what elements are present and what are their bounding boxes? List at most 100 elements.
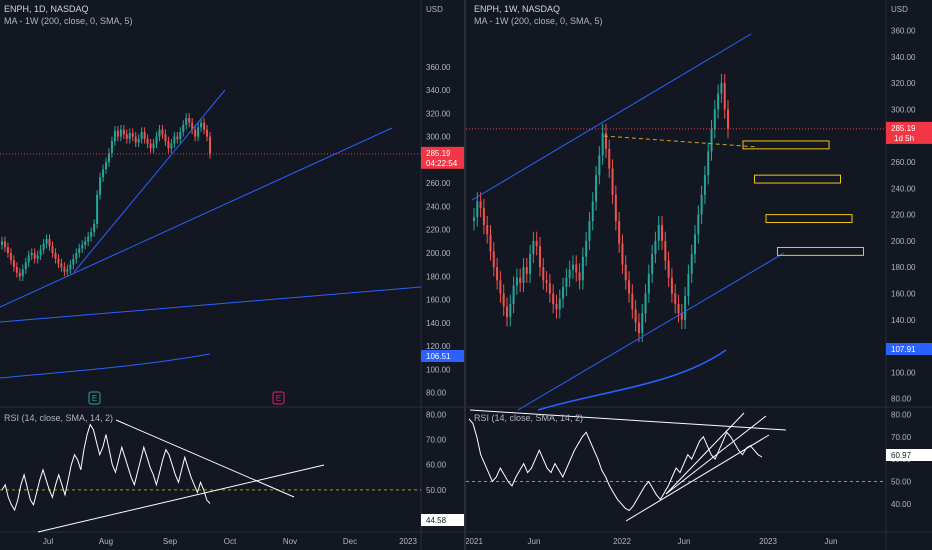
candle-body xyxy=(684,296,687,320)
candle-body xyxy=(69,264,72,270)
earnings-marker xyxy=(88,391,101,405)
candle-body xyxy=(614,194,617,222)
price-tick-label: 200.00 xyxy=(426,249,451,258)
price-tick-label: 140.00 xyxy=(426,319,451,328)
candle-body xyxy=(492,251,495,268)
time-tick-label: Jun xyxy=(825,537,838,546)
candle-body xyxy=(143,131,146,139)
candle-body xyxy=(107,152,110,163)
candle-body xyxy=(664,240,667,261)
candle-body xyxy=(128,133,131,139)
candle-body xyxy=(48,239,51,247)
candle-body xyxy=(713,109,716,130)
candle-body xyxy=(700,194,703,215)
candle-body xyxy=(12,259,15,267)
candle-body xyxy=(173,136,176,144)
target-zone-box xyxy=(754,174,841,184)
candles xyxy=(1,113,211,281)
candle-body xyxy=(33,253,36,259)
left-chart-pane[interactable]: USD360.00340.00320.00300.00280.00260.002… xyxy=(0,0,464,550)
weekly-chart-svg[interactable]: USD360.00340.00320.00300.00280.00260.002… xyxy=(466,0,932,550)
candle-body xyxy=(677,304,680,314)
candle-body xyxy=(131,133,134,137)
candle-body xyxy=(93,223,96,233)
trendline-steep xyxy=(73,89,226,273)
price-tick-label: 320.00 xyxy=(426,109,451,118)
candle-body xyxy=(197,127,200,137)
time-tick-label: 2021 xyxy=(466,537,483,546)
candle-body xyxy=(628,280,631,294)
channel-upper xyxy=(471,33,752,201)
candle-body xyxy=(707,151,710,176)
candle-body xyxy=(657,225,660,241)
candle-body xyxy=(710,129,713,152)
candle-body xyxy=(1,241,3,245)
candle-body xyxy=(575,264,578,273)
candle-body xyxy=(63,266,66,272)
daily-chart-svg[interactable]: USD360.00340.00320.00300.00280.00260.002… xyxy=(0,0,464,550)
time-tick-label: 2022 xyxy=(613,537,631,546)
candle-body xyxy=(489,234,492,252)
rsi-tick-label: 80.00 xyxy=(891,410,912,419)
rsi-line xyxy=(1,423,211,512)
price-tick-label: 180.00 xyxy=(426,272,451,281)
candle-body xyxy=(102,169,105,178)
price-tick-label: 100.00 xyxy=(426,365,451,374)
candle-body xyxy=(661,225,664,241)
candle-body xyxy=(512,285,515,305)
right-chart-pane[interactable]: USD360.00340.00320.00300.00280.00260.002… xyxy=(466,0,932,550)
time-tick-label: Dec xyxy=(343,537,357,546)
candle-body xyxy=(176,136,179,139)
candle-body xyxy=(84,241,87,245)
candle-body xyxy=(568,269,571,278)
right-legend: ENPH, 1W, NASDAQ MA - 1W (200, close, 0,… xyxy=(474,3,603,27)
time-tick-label: 2023 xyxy=(399,537,417,546)
candle-body xyxy=(558,298,561,310)
rsi-trendline-up xyxy=(37,464,325,533)
candle-body xyxy=(155,136,158,144)
ma-value-badge xyxy=(886,343,932,355)
candle-body xyxy=(690,254,693,274)
candle-body xyxy=(110,141,113,153)
candle-body xyxy=(119,129,122,137)
rsi-tick-label: 70.00 xyxy=(426,436,447,445)
countdown-label: 1d 5h xyxy=(894,134,914,143)
candle-body xyxy=(637,322,640,333)
candle-body xyxy=(697,214,700,235)
candle-body xyxy=(552,293,555,305)
trendline-long xyxy=(0,286,422,323)
ma-200-line xyxy=(537,349,727,411)
candle-body xyxy=(140,131,143,139)
candle-body xyxy=(57,258,60,264)
candle-body xyxy=(634,309,637,323)
candle-body xyxy=(18,272,21,277)
candle-body xyxy=(565,277,568,287)
price-tick-label: 220.00 xyxy=(891,211,916,220)
candle-body xyxy=(158,129,161,137)
price-tick-label: 240.00 xyxy=(891,184,916,193)
candle-body xyxy=(486,225,489,235)
ma-value-label: 106.51 xyxy=(426,352,451,361)
pane-divider[interactable] xyxy=(464,0,466,550)
candle-body xyxy=(548,282,551,294)
candle-body xyxy=(585,240,588,257)
candle-body xyxy=(611,168,614,195)
time-tick-label: Aug xyxy=(99,537,113,546)
price-tick-label: 360.00 xyxy=(426,63,451,72)
candle-body xyxy=(179,131,182,139)
candle-body xyxy=(45,239,48,244)
candle-body xyxy=(538,246,541,268)
rsi-tick-label: 60.00 xyxy=(426,461,447,470)
candle-body xyxy=(78,248,81,254)
candle-body xyxy=(680,313,683,320)
time-tick-label: Jun xyxy=(528,537,541,546)
candle-body xyxy=(479,201,482,209)
candle-body xyxy=(509,304,512,318)
candle-body xyxy=(591,201,594,222)
left-legend: ENPH, 1D, NASDAQ MA - 1W (200, close, 0,… xyxy=(4,3,133,27)
earnings-marker-red-label: E xyxy=(276,394,281,403)
price-tick-label: 240.00 xyxy=(426,202,451,211)
rsi-trendline-up-1 xyxy=(625,434,770,522)
candle-body xyxy=(519,277,522,283)
candle-body xyxy=(96,194,99,224)
